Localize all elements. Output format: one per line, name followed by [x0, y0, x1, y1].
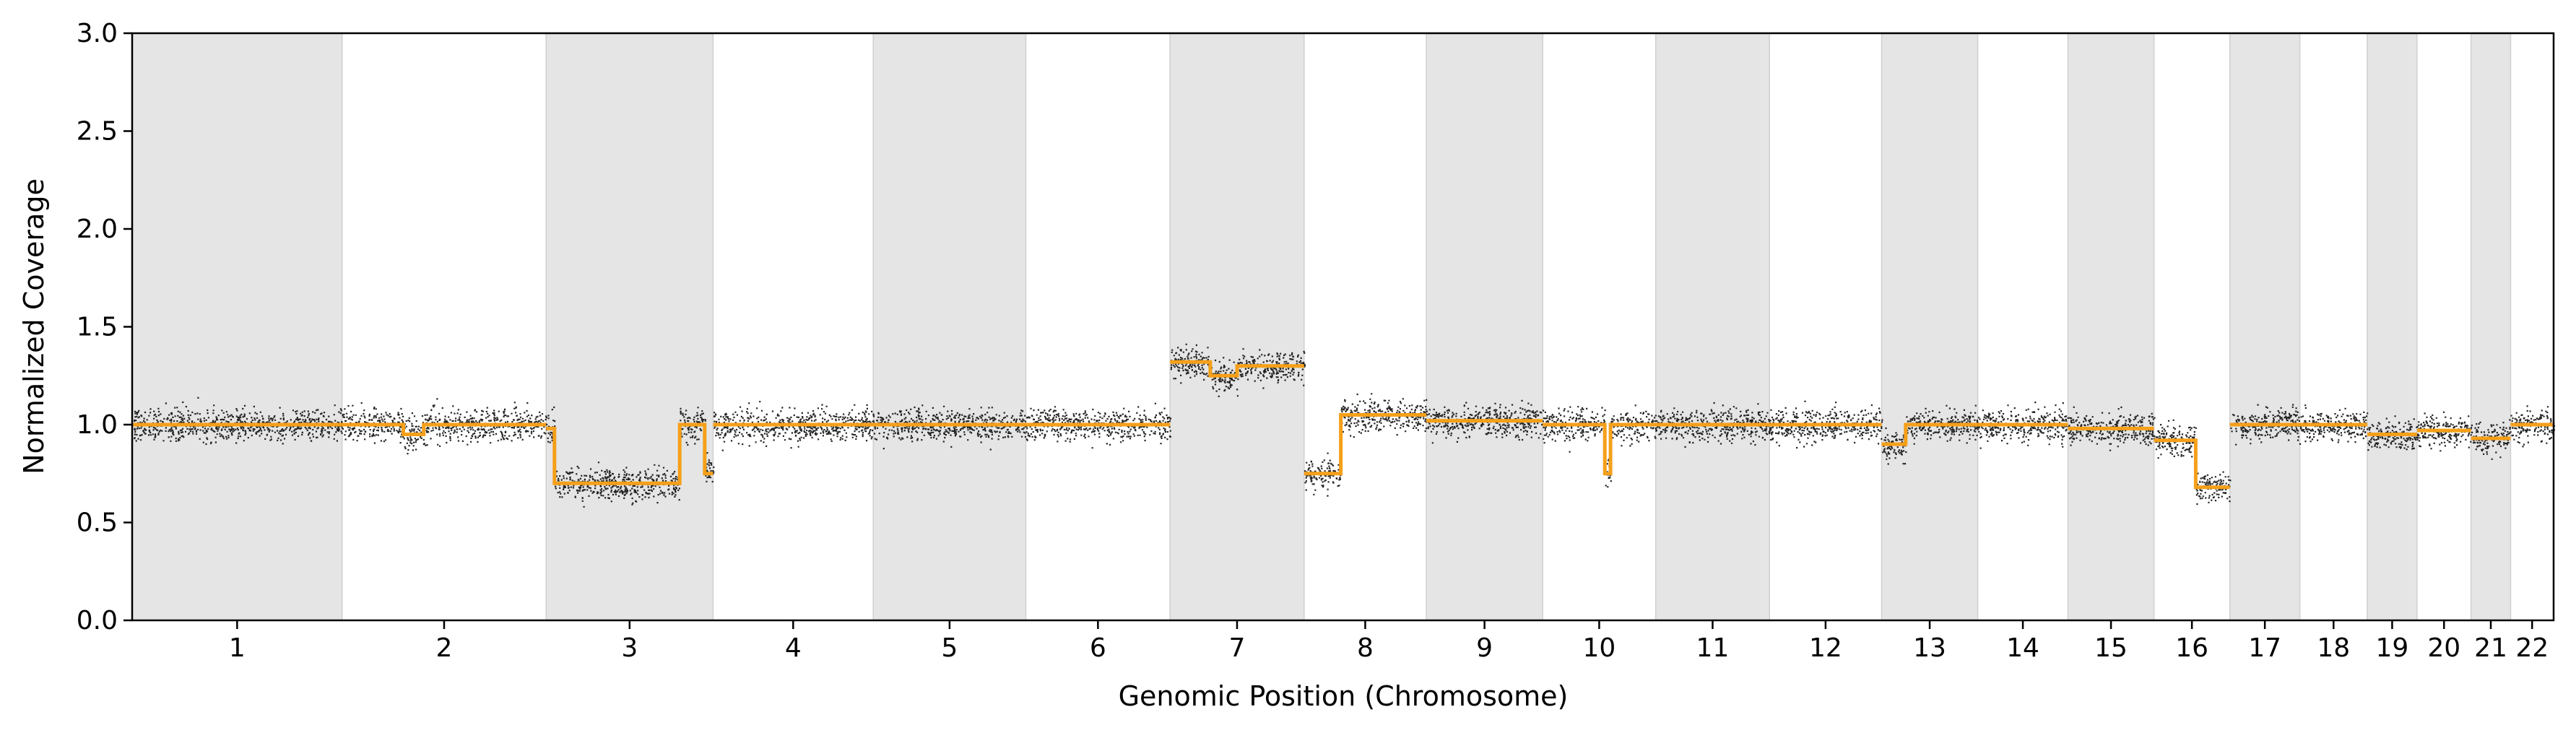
x-tick-label-chr7: 7 — [1229, 633, 1246, 663]
chromosome-band-19 — [2367, 32, 2418, 621]
chromosome-band-9 — [1426, 32, 1543, 621]
x-tick-label-chr2: 2 — [436, 633, 453, 663]
x-tick-label-chr13: 13 — [1913, 633, 1946, 663]
segment-line-chr13 — [1881, 422, 1978, 446]
y-tick-label: 3.0 — [77, 19, 118, 48]
x-tick-label-chr1: 1 — [229, 633, 246, 663]
x-tick-label-chr18: 18 — [2317, 633, 2350, 663]
x-tick-label-chr16: 16 — [2175, 633, 2208, 663]
chromosome-band-21 — [2470, 32, 2512, 621]
x-tick-label-chr4: 4 — [785, 633, 802, 663]
segment-line-chr10 — [1543, 422, 1656, 476]
segment-lines — [132, 360, 2554, 490]
x-tick-label-chr21: 21 — [2474, 633, 2507, 663]
x-tick-label-chr9: 9 — [1476, 633, 1493, 663]
x-tick-label-chr8: 8 — [1357, 633, 1374, 663]
y-tick-label: 2.5 — [77, 117, 118, 147]
x-tick-label-chr10: 10 — [1583, 633, 1616, 663]
y-axis-label: Normalized Coverage — [18, 178, 50, 474]
chromosome-band-3 — [545, 32, 714, 621]
x-tick-label-chr22: 22 — [2515, 633, 2549, 663]
plot-frame — [131, 32, 2555, 622]
x-tick-label-chr14: 14 — [2006, 633, 2039, 663]
x-tick-label-chr20: 20 — [2427, 633, 2460, 663]
y-tick-label: 0.5 — [77, 508, 118, 538]
chromosome-band-1 — [131, 32, 343, 621]
chromosome-band-13 — [1881, 32, 1979, 621]
segment-line-chr8 — [1304, 413, 1427, 476]
x-tick-label-chr5: 5 — [941, 633, 958, 663]
segment-line-chr7 — [1170, 360, 1304, 378]
y-tick-label: 2.0 — [77, 214, 118, 244]
x-axis: 1 2 3 4 5 6 7 8 9 10 11 12 13 14 15 16 17 18 19 20 21 22 — [229, 620, 2549, 663]
y-tick-label: 1.5 — [77, 313, 118, 342]
x-axis-label: Genomic Position (Chromosome) — [1119, 680, 1569, 712]
x-tick-label-chr11: 11 — [1696, 633, 1730, 663]
x-tick-label-chr3: 3 — [621, 633, 638, 663]
chromosome-band-15 — [2067, 32, 2155, 621]
x-tick-label-chr17: 17 — [2248, 633, 2281, 663]
chromosome-band-5 — [872, 32, 1027, 621]
x-tick-label-chr6: 6 — [1090, 633, 1106, 663]
segment-line-chr2 — [342, 422, 547, 436]
x-tick-label-chr19: 19 — [2376, 633, 2409, 663]
x-tick-label-chr15: 15 — [2094, 633, 2128, 663]
x-tick-label-chr12: 12 — [1809, 633, 1842, 663]
y-axis: 0.0 0.5 1.0 1.5 2.0 2.5 3.0 — [77, 19, 132, 636]
y-tick-label: 0.0 — [77, 606, 118, 636]
chromosome-band-11 — [1655, 32, 1770, 621]
y-tick-label: 1.0 — [77, 410, 118, 440]
segment-line-chr3 — [546, 422, 714, 485]
segment-line-chr16 — [2154, 438, 2230, 490]
chromosome-band-17 — [2229, 32, 2301, 621]
chromosome-bands — [131, 32, 2512, 621]
chromosome-band-7 — [1169, 32, 1305, 621]
